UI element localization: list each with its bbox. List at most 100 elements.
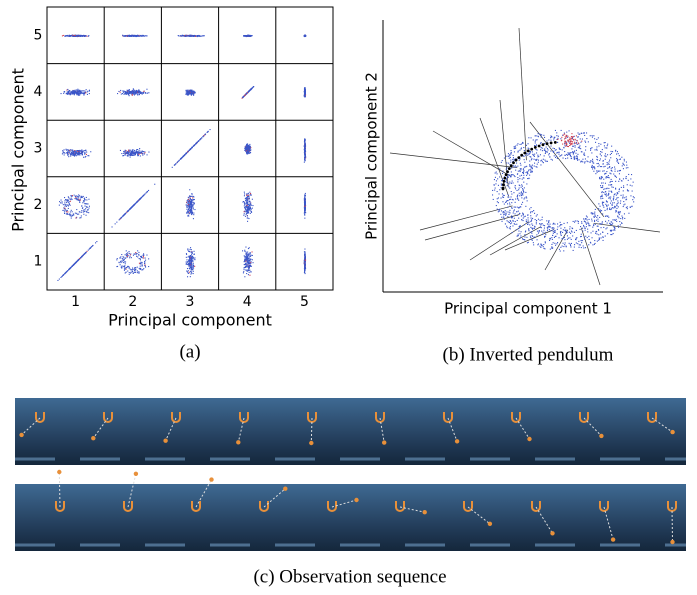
point [622,165,623,166]
point [188,208,189,209]
point [505,223,506,224]
point [249,144,250,145]
point [136,149,137,150]
point [304,270,305,271]
point [192,196,193,197]
point [245,211,246,212]
point [522,179,523,180]
point [563,229,564,230]
point [554,224,555,225]
point [611,168,612,169]
point [178,160,179,161]
point [247,264,248,265]
point [66,93,67,94]
point [126,150,127,151]
point [189,92,190,93]
point [561,130,562,131]
point [186,35,187,36]
point [133,154,134,155]
point [552,160,553,161]
point [628,180,629,181]
point [86,152,87,153]
point [191,35,192,36]
point [532,240,533,241]
point [242,202,243,203]
point [79,155,80,156]
point [605,188,606,189]
point [586,132,587,133]
point [190,204,191,205]
point [192,199,193,200]
point [249,265,250,266]
point [612,181,613,182]
point [246,266,247,267]
point [188,270,189,271]
point [145,258,146,259]
point [615,150,616,151]
point [607,208,608,209]
point [124,214,125,215]
point [186,254,187,255]
point [68,205,69,206]
point [77,260,78,261]
point [70,211,71,212]
point [613,187,614,188]
point [589,225,590,226]
point [247,211,248,212]
point [250,252,251,253]
point [571,243,572,244]
point [69,214,70,215]
point [191,210,192,211]
point [245,198,246,199]
point [69,150,70,151]
point [581,151,582,152]
point [527,155,528,156]
point [569,243,570,244]
point [132,268,133,269]
point [247,205,248,206]
point [244,251,245,252]
point [131,151,132,152]
point [250,195,251,196]
point [246,199,247,200]
point [597,157,598,158]
point [69,269,70,270]
point [524,216,525,217]
point [525,166,526,167]
point [551,230,552,231]
point [628,190,629,191]
y-tick-label: 1 [34,254,43,270]
point [548,154,549,155]
point [193,202,194,203]
point [193,263,194,264]
point [537,156,538,157]
point [600,185,601,186]
point [122,93,123,94]
point [67,201,68,202]
point [593,163,594,164]
point [148,258,149,259]
point [252,251,253,252]
point [304,200,305,201]
point [616,158,617,159]
point [615,171,616,172]
ray [390,153,517,168]
point [187,250,188,251]
point [580,229,581,230]
point [65,272,66,273]
point [611,146,612,147]
point [121,267,122,268]
point [84,36,85,37]
point [120,92,121,93]
point [85,208,86,209]
point [82,202,83,203]
point [248,147,249,148]
point [133,94,134,95]
point [77,196,78,197]
point [605,236,606,237]
point [545,232,546,233]
point [514,167,515,168]
point [598,163,599,164]
point [137,94,138,95]
point [129,35,130,36]
